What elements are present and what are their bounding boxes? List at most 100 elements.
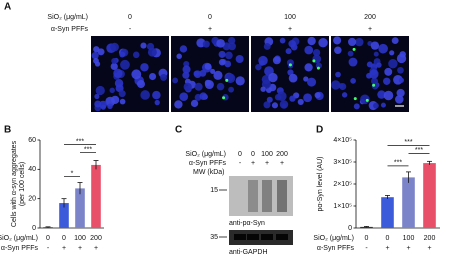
nucleus (140, 63, 149, 72)
x-tick-label: 0 (46, 235, 50, 242)
mw-label: MW (kDa) (193, 169, 225, 176)
x-tick-label: + (78, 245, 82, 252)
nucleus (318, 37, 328, 48)
nucleus (333, 36, 342, 45)
bar (91, 164, 101, 228)
nucleus (110, 42, 119, 52)
nucleus (146, 42, 155, 51)
nucleus (152, 90, 161, 100)
nucleus (263, 101, 271, 109)
nucleus (94, 93, 100, 100)
y-axis-label: pα-Syn level (AU) (317, 156, 324, 211)
nucleus (136, 80, 146, 89)
nucleus (277, 91, 287, 102)
nucleus (182, 65, 191, 74)
nucleus (380, 102, 386, 108)
lane-label: 0 (238, 151, 242, 158)
nucleus (120, 59, 130, 70)
nucleus (140, 90, 150, 100)
significance-label: *** (84, 146, 92, 153)
y-tick-label: 60 (28, 137, 36, 144)
nucleus (289, 95, 296, 102)
smear (248, 180, 258, 212)
nucleus (303, 76, 309, 82)
x-tick-label: + (94, 245, 98, 252)
row-label: α-Syn PFFs (317, 245, 355, 252)
nucleus (228, 42, 236, 51)
nucleus (154, 99, 160, 106)
nucleus (304, 45, 314, 55)
y-axis-label: Cells with α-syn aggregates (11, 140, 18, 227)
nucleus (271, 102, 279, 109)
nucleus (218, 50, 226, 58)
nucleus (268, 72, 278, 83)
nucleus (398, 77, 405, 83)
nucleus (335, 71, 341, 78)
condition-label: 0 (128, 14, 132, 21)
nucleus (194, 82, 203, 91)
nucleus (383, 90, 394, 101)
nucleus (396, 53, 407, 64)
nucleus (341, 92, 348, 98)
nucleus (261, 79, 271, 89)
x-tick-label: + (385, 245, 389, 252)
x-tick-label: + (427, 245, 431, 252)
bar (360, 226, 373, 228)
row-label: SiO₂ (μg/mL) (0, 235, 38, 242)
panel-label: D (316, 125, 323, 136)
x-tick-label: + (406, 245, 410, 252)
nucleus (348, 37, 357, 47)
row-label: SiO₂ (μg/mL) (313, 235, 354, 242)
y-tick-label: 20 (28, 196, 36, 203)
aggregate (372, 83, 376, 87)
nucleus (93, 46, 100, 53)
nucleus (179, 45, 188, 53)
nucleus (370, 77, 379, 85)
nucleus (190, 99, 199, 108)
nucleus (111, 57, 118, 64)
y-tick-label: 0 (32, 225, 36, 232)
y-tick-label: 0 (348, 225, 352, 232)
nucleus (279, 37, 286, 44)
row-label: α-Syn PFFs (1, 245, 39, 252)
nucleus (172, 77, 179, 84)
nucleus (378, 43, 388, 54)
row-label: α-Syn PFFs (189, 160, 227, 167)
nucleus (204, 63, 212, 70)
nucleus (119, 51, 126, 58)
nucleus (350, 78, 356, 84)
nucleus (119, 98, 126, 105)
nucleus (395, 95, 404, 104)
nucleus (370, 41, 380, 50)
x-tick-label: 200 (424, 235, 436, 242)
lane-label: 100 (261, 151, 273, 158)
nucleus (377, 90, 386, 99)
lane-label: + (280, 160, 284, 167)
band (261, 234, 273, 240)
bar (381, 197, 394, 228)
significance-label: *** (404, 139, 412, 146)
nucleus (288, 73, 298, 83)
nucleus (228, 86, 235, 93)
nucleus (149, 73, 157, 81)
nucleus (255, 63, 262, 71)
significance-label: *** (394, 160, 402, 167)
nucleus (384, 67, 393, 76)
nucleus (114, 79, 124, 88)
nucleus (312, 48, 321, 57)
nucleus (388, 59, 398, 69)
lane-label: - (239, 160, 242, 167)
nucleus (314, 92, 321, 99)
x-tick-label: 200 (90, 235, 102, 242)
nucleus (204, 79, 211, 86)
nucleus (263, 43, 271, 50)
nucleus (131, 69, 142, 80)
nucleus (110, 95, 120, 105)
nucleus (307, 77, 317, 87)
nucleus (224, 60, 232, 68)
nucleus (338, 83, 344, 89)
condition-label: + (288, 26, 292, 33)
nucleus (107, 103, 113, 110)
aggregate (353, 97, 357, 101)
